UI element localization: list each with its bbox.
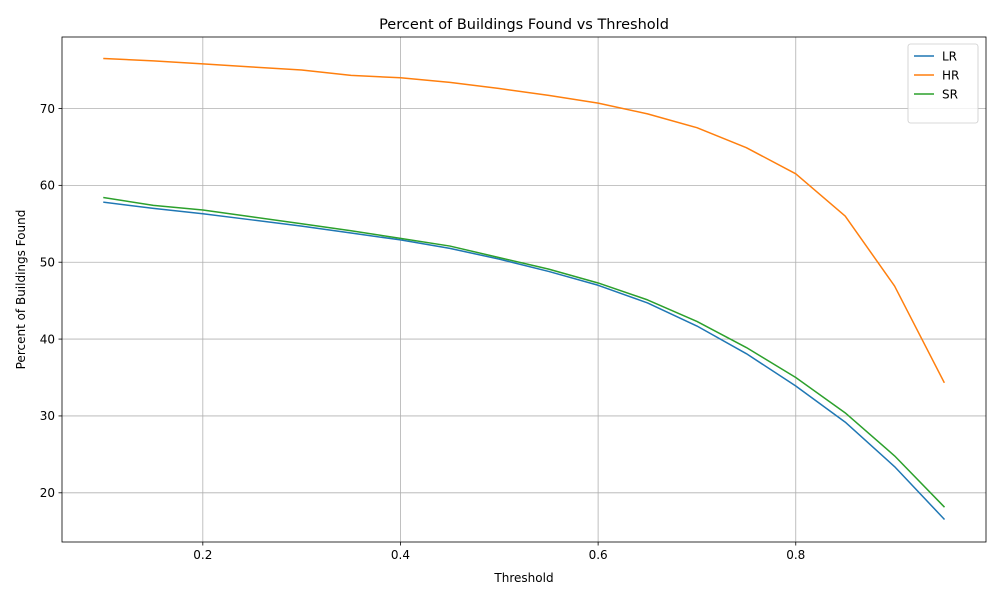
series-line-hr: [103, 57, 946, 384]
chart-title: Percent of Buildings Found vs Threshold: [379, 17, 669, 33]
y-tick-label: 30: [40, 409, 55, 423]
y-tick-label: 50: [40, 256, 55, 270]
series-lines: [103, 57, 946, 521]
x-tick-label: 0.4: [391, 548, 410, 562]
plot-frame: [61, 36, 987, 543]
legend-label-lr: LR: [942, 49, 957, 63]
plot-area: [62, 37, 986, 542]
y-axis-label: Percent of Buildings Found: [14, 210, 28, 370]
series-line-sr: [103, 196, 946, 508]
x-tick-label: 0.2: [193, 548, 212, 562]
y-tick-label: 40: [40, 332, 55, 346]
y-tick-label: 70: [40, 102, 55, 116]
legend-label-hr: HR: [942, 68, 959, 82]
y-tick-label: 20: [40, 486, 55, 500]
y-tick-label: 60: [40, 179, 55, 193]
y-axis-ticks: 20 30 40 50 60 70: [40, 102, 62, 500]
x-axis-label: Threshold: [493, 571, 553, 585]
legend-label-sr: SR: [942, 87, 958, 101]
x-tick-label: 0.8: [786, 548, 805, 562]
grid-lines: [62, 37, 986, 542]
legend-box: [907, 43, 979, 124]
series-line-lr: [103, 201, 946, 521]
x-axis-ticks: 0.2 0.4 0.6 0.8: [193, 542, 805, 562]
x-tick-label: 0.6: [589, 548, 608, 562]
legend: LR HR SR: [907, 43, 979, 124]
